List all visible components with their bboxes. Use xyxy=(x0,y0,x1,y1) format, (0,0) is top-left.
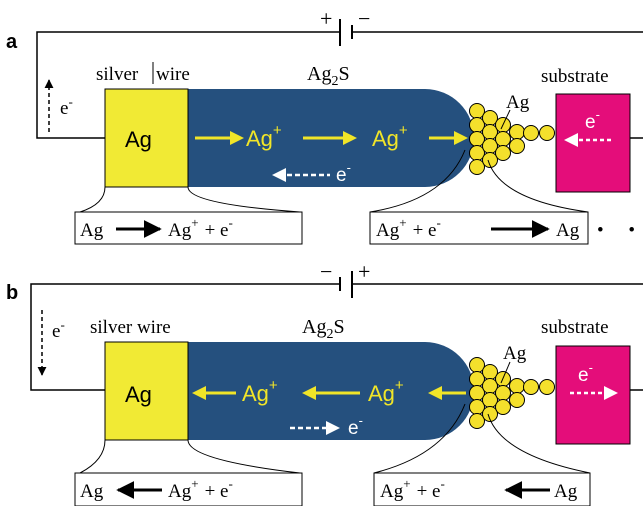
panel-a-electron-mid-arrow xyxy=(272,168,286,182)
panel-b-ion-arrow-1 xyxy=(192,386,206,400)
panel-b-battery-minus: − xyxy=(320,259,332,284)
panel-b-silver-wire-label: silver wire xyxy=(90,317,171,338)
panel-a-silver-block-label: Ag xyxy=(125,127,152,152)
panel-a: a + − Ag2S silver wire substrate e- Ag xyxy=(6,6,643,245)
panel-b: b − + Ag2S silver wire substrate e- Ag A… xyxy=(6,259,643,506)
panel-b-equation-right-box xyxy=(373,472,591,506)
panel-a-equation-left: Ag Ag+ + e- xyxy=(80,215,233,241)
panel-a-electron-substrate: e- xyxy=(585,107,600,133)
panel-a-battery-plus: + xyxy=(320,6,332,31)
panel-a-ion-1: Ag+ xyxy=(246,122,282,151)
panel-a-battery-minus: − xyxy=(358,6,370,31)
panel-b-equation-left: Ag Ag+ + e- xyxy=(80,476,233,502)
panel-b-ion-arrow-3 xyxy=(428,386,442,400)
panel-b-ion-arrow-2 xyxy=(302,386,316,400)
panel-b-silver-block-label: Ag xyxy=(125,382,152,407)
panel-b-ion-1: Ag+ xyxy=(242,377,278,406)
panel-a-silver-block xyxy=(104,88,189,188)
panel-a-silver-wire-label: silver xyxy=(96,64,139,85)
panel-b-ag-atom-cluster xyxy=(469,357,555,429)
panel-a-equation-left-box xyxy=(74,211,303,245)
panel-b-electron-substrate: e- xyxy=(578,360,593,386)
panel-a-substrate-label: substrate xyxy=(541,66,609,87)
panel-a-ag-atom-cluster xyxy=(469,103,555,175)
panel-a-electron-left: e- xyxy=(60,94,73,119)
panel-b-substrate xyxy=(555,345,631,445)
panel-b-silver-block xyxy=(104,341,189,441)
panel-a-silver-wire-label-2: wire xyxy=(156,64,190,85)
panel-a-ag-atom-label: Ag xyxy=(506,92,530,113)
panel-b-circuit-wire xyxy=(30,283,340,391)
panel-b-battery-plus: + xyxy=(358,259,370,284)
panel-a-equation-right-box xyxy=(369,211,589,245)
panel-b-electrolyte-body xyxy=(188,342,474,440)
panel-b-label: b xyxy=(6,282,18,304)
panel-b-ag-atom-label: Ag xyxy=(503,343,527,364)
panel-b-ion-2: Ag+ xyxy=(368,377,404,406)
panel-a-substrate xyxy=(555,93,631,193)
panel-b-equation-right: Ag+ + e- Ag xyxy=(380,472,578,502)
panel-b-equation-left-box xyxy=(74,472,303,506)
panel-b-electron-left: e- xyxy=(52,317,65,342)
panel-b-substrate-label: substrate xyxy=(541,317,609,338)
panel-a-equation-right: Ag+ + e- Ag xyxy=(376,211,580,241)
panel-a-electrolyte-label: Ag2S xyxy=(307,63,350,89)
panel-a-electron-mid: e- xyxy=(336,160,351,186)
panel-a-label: a xyxy=(6,31,18,53)
panel-b-electron-mid: e- xyxy=(348,413,363,439)
panel-a-ion-2: Ag+ xyxy=(372,122,408,151)
panel-a-circuit-wire xyxy=(36,31,340,139)
panel-b-electrolyte-label: Ag2S xyxy=(302,316,345,342)
panel-a-equation-trail: • • xyxy=(597,220,643,241)
